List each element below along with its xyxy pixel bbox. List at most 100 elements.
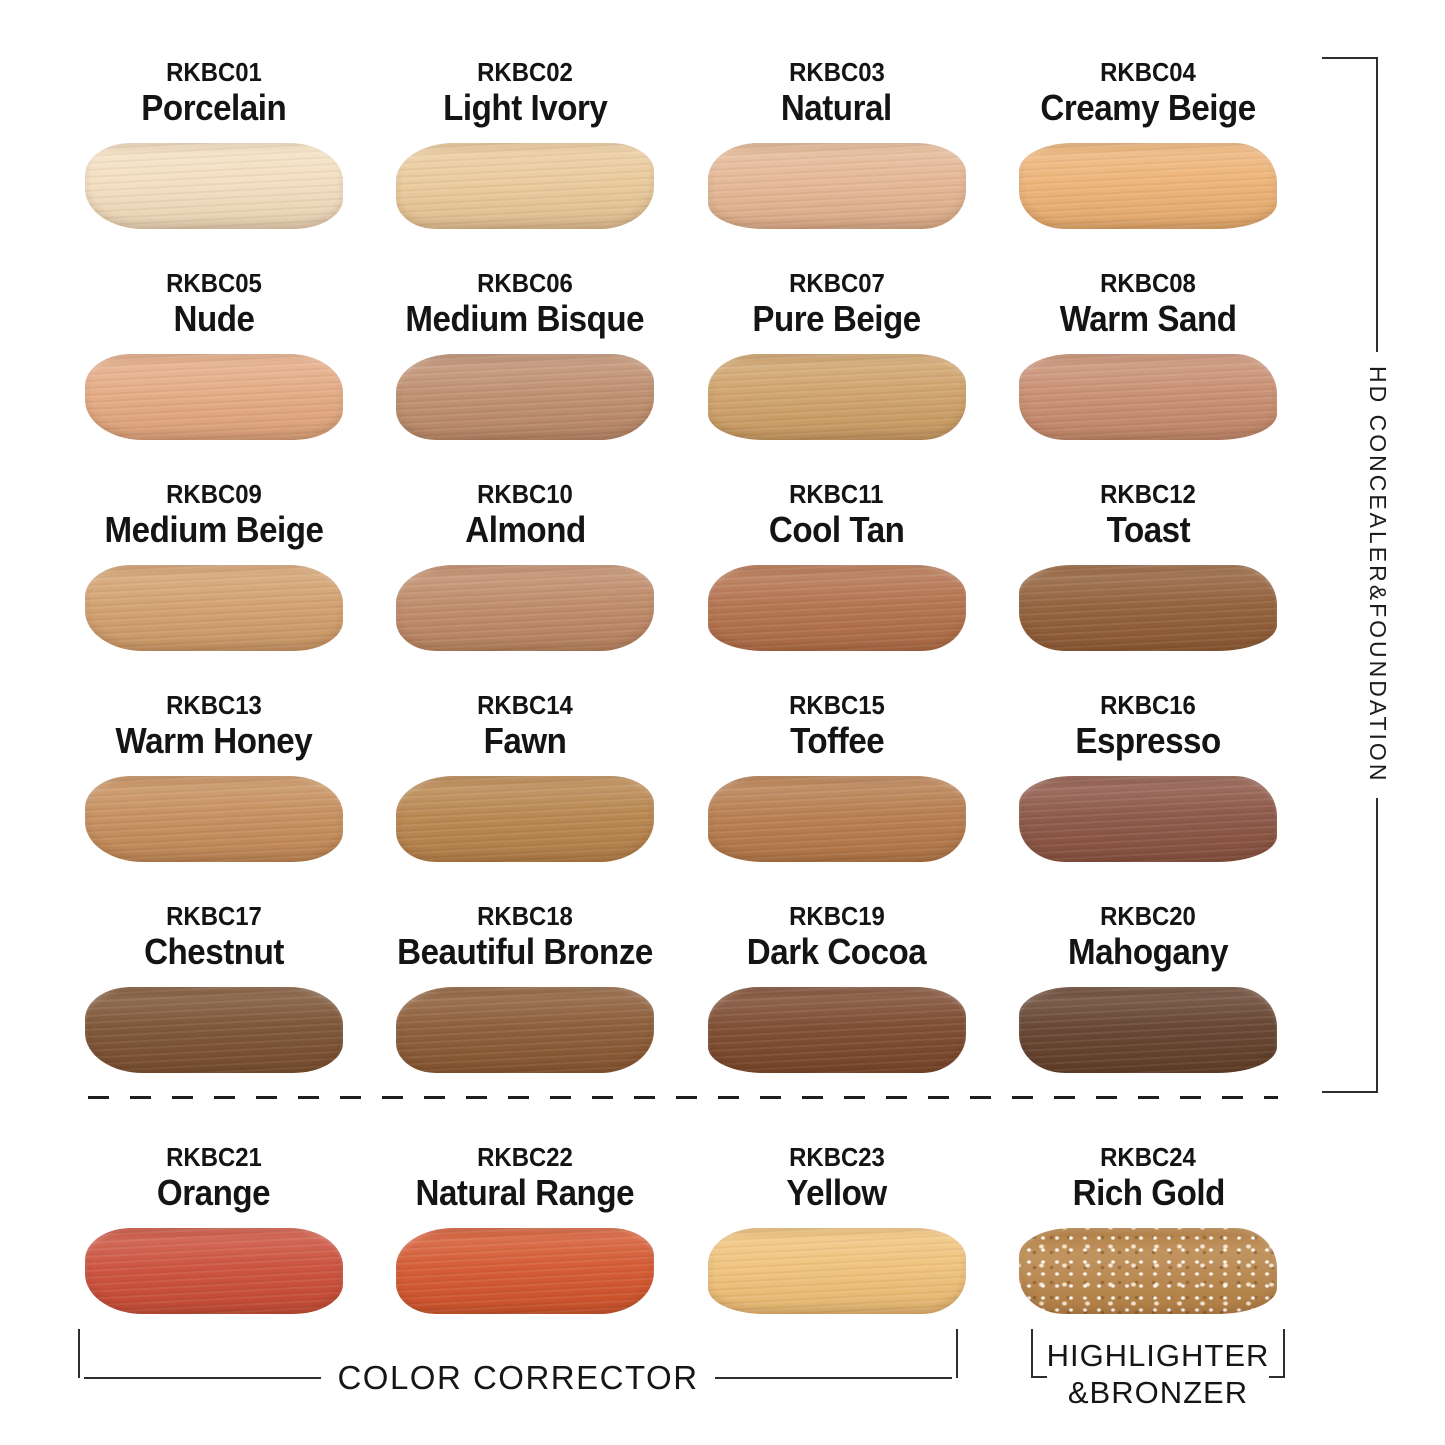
shade-code: RKBC05: [165, 268, 262, 298]
shade-code: RKBC04: [1100, 57, 1197, 87]
shade-swatch: [1019, 775, 1278, 862]
shade-swatch: [707, 986, 966, 1073]
shade-code: RKBC11: [789, 479, 884, 509]
bracket-line-lower: [1376, 797, 1378, 1091]
shade-code: RKBC22: [477, 1142, 574, 1172]
bracket-corner-right: [1269, 1329, 1285, 1378]
shade-swatch: [707, 1227, 966, 1314]
shade-name: Espresso: [1075, 720, 1222, 762]
highlighter-label-line2: &BRONZER: [1067, 1375, 1249, 1410]
shade-code: RKBC09: [165, 479, 262, 509]
color-corrector-bracket: COLOR CORRECTOR: [78, 1329, 958, 1396]
shade-cell-rkbc22: RKBC22 Natural Range: [370, 1123, 682, 1334]
shade-name: Dark Cocoa: [747, 931, 927, 973]
shade-cell-rkbc20: RKBC20 Mahogany: [993, 882, 1305, 1093]
shade-cell-rkbc21: RKBC21 Orange: [58, 1123, 370, 1334]
highlighter-label-line1: HIGHLIGHTER: [1046, 1338, 1270, 1373]
shade-swatch: [1019, 986, 1278, 1073]
shade-code: RKBC02: [477, 57, 574, 87]
shade-code: RKBC20: [1100, 901, 1197, 931]
shade-swatch: [1019, 142, 1278, 229]
shade-name: Nude: [173, 298, 255, 340]
shade-name: Porcelain: [141, 87, 287, 129]
shade-cell-rkbc08: RKBC08 Warm Sand: [993, 249, 1305, 460]
shade-swatch: [396, 142, 655, 229]
color-corrector-row: COLOR CORRECTOR: [84, 1359, 952, 1396]
shade-code: RKBC10: [477, 479, 574, 509]
shade-code: RKBC06: [477, 268, 574, 298]
shade-name: Toffee: [789, 720, 885, 762]
shade-name: Warm Sand: [1059, 298, 1237, 340]
shade-cell-rkbc06: RKBC06 Medium Bisque: [370, 249, 682, 460]
shade-name: Fawn: [483, 720, 567, 762]
shade-code: RKBC12: [1100, 479, 1197, 509]
shade-name: Natural Range: [415, 1172, 635, 1214]
shade-name: Yellow: [786, 1172, 888, 1214]
shade-code: RKBC14: [477, 690, 574, 720]
shade-code: RKBC03: [788, 57, 885, 87]
shade-swatch: [1019, 353, 1278, 440]
color-corrector-label: COLOR CORRECTOR: [337, 1359, 699, 1396]
shade-swatch: [707, 353, 966, 440]
shade-name: Natural: [781, 87, 893, 129]
shade-cell-rkbc19: RKBC19 Dark Cocoa: [681, 882, 993, 1093]
shade-name: Almond: [464, 509, 586, 551]
shade-name: Toast: [1106, 509, 1191, 551]
shade-code: RKBC13: [165, 690, 262, 720]
shade-name: Mahogany: [1068, 931, 1229, 973]
shade-name: Warm Honey: [115, 720, 313, 762]
shade-code: RKBC21: [165, 1142, 262, 1172]
shade-name: Medium Bisque: [405, 298, 645, 340]
dashed-divider: [88, 1096, 1278, 1099]
shade-name: Orange: [157, 1172, 271, 1214]
shade-swatch: [396, 564, 655, 651]
shade-name: Creamy Beige: [1040, 87, 1257, 129]
shade-swatch: [84, 775, 343, 862]
shade-cell-rkbc09: RKBC09 Medium Beige: [58, 460, 370, 671]
shade-cell-rkbc05: RKBC05 Nude: [58, 249, 370, 460]
shade-cell-rkbc16: RKBC16 Espresso: [993, 671, 1305, 882]
shade-name: Light Ivory: [443, 87, 608, 129]
shade-cell-rkbc14: RKBC14 Fawn: [370, 671, 682, 882]
bracket-tick-top: [1322, 57, 1378, 59]
shade-name: Rich Gold: [1072, 1172, 1225, 1214]
shade-cell-rkbc11: RKBC11 Cool Tan: [681, 460, 993, 671]
shade-name: Chestnut: [143, 931, 284, 973]
shade-name: Beautiful Bronze: [397, 931, 654, 973]
shade-cell-rkbc03: RKBC03 Natural: [681, 38, 993, 249]
bracket-line-right: [714, 1377, 952, 1379]
shade-swatch: [707, 564, 966, 651]
shade-cell-rkbc17: RKBC17 Chestnut: [58, 882, 370, 1093]
shade-swatch: [707, 142, 966, 229]
shade-cell-rkbc10: RKBC10 Almond: [370, 460, 682, 671]
shade-code: RKBC16: [1100, 690, 1197, 720]
shade-swatch: [396, 1227, 655, 1314]
shade-grid-top: RKBC01 Porcelain RKBC02 Light Ivory RKBC03 Na…: [58, 38, 1304, 1093]
shade-cell-rkbc15: RKBC15 Toffee: [681, 671, 993, 882]
shade-cell-rkbc02: RKBC02 Light Ivory: [370, 38, 682, 249]
shade-cell-rkbc24: RKBC24 Rich Gold: [993, 1123, 1305, 1334]
shade-code: RKBC24: [1100, 1142, 1197, 1172]
shade-swatch: [396, 986, 655, 1073]
shade-code: RKBC15: [788, 690, 885, 720]
shade-code: RKBC23: [788, 1142, 885, 1172]
shade-swatch: [396, 775, 655, 862]
shade-cell-rkbc23: RKBC23 Yellow: [681, 1123, 993, 1334]
shade-code: RKBC01: [165, 57, 262, 87]
shade-grid-bottom: RKBC21 Orange RKBC22 Natural Range RKBC23 Yel…: [58, 1123, 1304, 1334]
shade-code: RKBC08: [1100, 268, 1197, 298]
shade-code: RKBC07: [788, 268, 885, 298]
shade-code: RKBC18: [477, 901, 574, 931]
bracket-riser-left: [78, 1329, 80, 1378]
shade-swatch: [84, 564, 343, 651]
bracket-tick-bottom: [1322, 1091, 1378, 1093]
shade-cell-rkbc12: RKBC12 Toast: [993, 460, 1305, 671]
shade-cell-rkbc04: RKBC04 Creamy Beige: [993, 38, 1305, 249]
bracket-corner-left: [1031, 1329, 1047, 1378]
hd-concealer-foundation-label: HD CONCEALER&FOUNDATION: [1365, 366, 1391, 784]
bracket-line-left: [84, 1377, 322, 1379]
hd-concealer-foundation-bracket: HD CONCEALER&FOUNDATION: [1322, 57, 1391, 1093]
shade-code: RKBC17: [165, 901, 262, 931]
shade-cell-rkbc01: RKBC01 Porcelain: [58, 38, 370, 249]
